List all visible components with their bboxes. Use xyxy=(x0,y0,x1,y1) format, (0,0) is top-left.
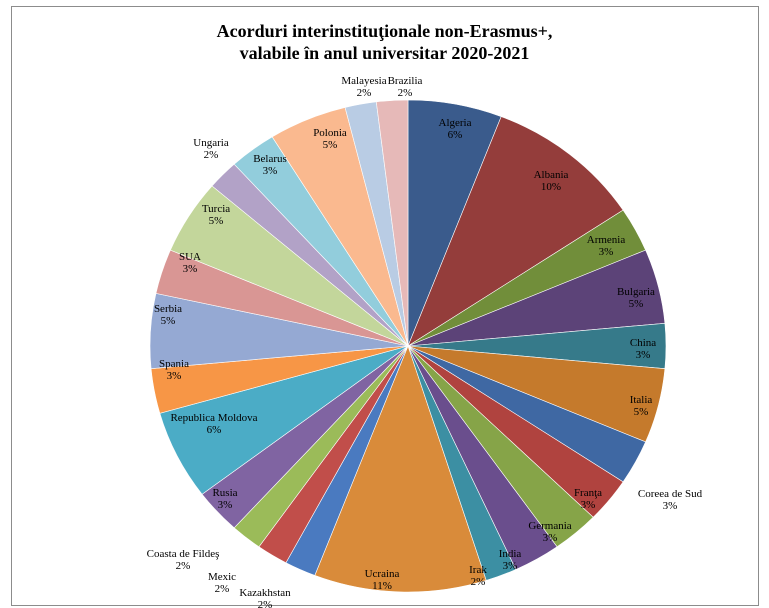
pie-label-malayesia: Malayesia 2% xyxy=(341,75,386,99)
pie-slices xyxy=(149,99,667,593)
pie-label-germania: Germania 3% xyxy=(528,520,571,544)
pie-label-spania: Spania 3% xyxy=(159,358,189,382)
pie-label-sua: SUA 3% xyxy=(179,251,201,275)
pie-labels: Algeria 6% Albania 10% Armenia 3% Bulgaria 5% Ch… xyxy=(147,75,703,608)
pie-label-serbia: Serbia 5% xyxy=(154,303,182,327)
pie-slice-brazilia xyxy=(375,99,409,347)
pie-label-coreea-de-sud: Coreea de Sud 3% xyxy=(638,488,703,512)
pie-label-coasta-de-filde-: Coasta de Fildeş 2% xyxy=(147,548,220,572)
pie-label-algeria: Algeria 6% xyxy=(439,117,472,141)
pie-label-kazakhstan: Kazakhstan 2% xyxy=(239,587,291,608)
chart-title-line-2: valabile în anul universitar 2020-2021 xyxy=(239,43,530,63)
pie-label-mexic: Mexic 2% xyxy=(208,571,236,595)
pie-label-irak: Irak 2% xyxy=(469,564,487,588)
chart-title-line-1: Acorduri interinstituţionale non-Erasmus… xyxy=(216,21,553,41)
pie-slice-albania xyxy=(407,116,624,347)
pie-label-ucraina: Ucraina 11% xyxy=(365,568,400,592)
pie-label-bulgaria: Bulgaria 5% xyxy=(617,286,655,310)
pie-label-belarus: Belarus 3% xyxy=(253,153,287,177)
pie-label-italia: Italia 5% xyxy=(630,394,653,418)
pie-label-rusia: Rusia 3% xyxy=(212,487,237,511)
pie-label-india: India 3% xyxy=(499,548,522,572)
pie-label-republica-moldova: Republica Moldova 6% xyxy=(170,412,257,436)
pie-label-china: China 3% xyxy=(630,337,656,361)
chart-title: Acorduri interinstituţionale non-Erasmus… xyxy=(0,20,769,64)
pie-label-polonia: Polonia 5% xyxy=(313,127,347,151)
pie-label-turcia: Turcia 5% xyxy=(202,203,230,227)
pie-label-albania: Albania 10% xyxy=(534,169,569,193)
pie-slice-ucraina xyxy=(314,345,487,593)
pie-label-ungaria: Ungaria 2% xyxy=(193,137,229,161)
pie-label-brazilia: Brazilia 2% xyxy=(388,75,423,99)
pie-label-fran-a: Franţa 3% xyxy=(574,487,602,511)
pie-label-armenia: Armenia 3% xyxy=(587,234,626,258)
